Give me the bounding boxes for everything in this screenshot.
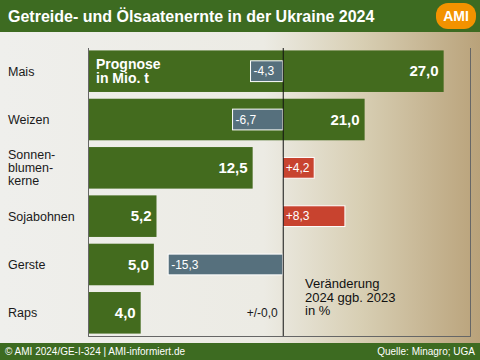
data-label: 21,0 bbox=[330, 111, 359, 128]
subtitle: Prognosein Mio. t bbox=[96, 56, 161, 87]
data-label: 27,0 bbox=[409, 62, 438, 79]
zero-line bbox=[283, 48, 284, 336]
y-axis: Mais Weizen Sonnen-blumen-kerne Sojabohnen G… bbox=[8, 49, 89, 337]
y-tick-label: Sonnen-blumen-kerne bbox=[8, 148, 55, 188]
logo-badge bbox=[436, 3, 476, 29]
x-tick bbox=[283, 48, 284, 336]
y-tick-label: Gerste bbox=[8, 258, 46, 272]
text-line: in Mio. t bbox=[96, 70, 149, 86]
bar bbox=[233, 109, 283, 130]
logo-text: AMI bbox=[443, 8, 469, 24]
data-label: 5,2 bbox=[131, 207, 152, 224]
data-label: -4,3 bbox=[254, 64, 275, 78]
footer-band bbox=[0, 343, 480, 360]
data-label: 12,5 bbox=[218, 159, 247, 176]
y-tick-label: Mais bbox=[8, 65, 34, 79]
y-tick: Weizen bbox=[8, 113, 88, 127]
bar bbox=[88, 244, 154, 286]
chart-root: Getreide- und Ölsaatenernte in der Ukrai… bbox=[0, 0, 480, 360]
text-line: Raps bbox=[8, 306, 37, 320]
bar bbox=[283, 157, 314, 178]
bar bbox=[251, 61, 283, 82]
y-tick: Gerste bbox=[8, 258, 88, 272]
text-line: Gerste bbox=[8, 258, 46, 272]
text-line: Mais bbox=[8, 65, 34, 79]
bars-forecast bbox=[88, 50, 444, 333]
data-label: 4,0 bbox=[115, 304, 136, 321]
data-label: +/-0,0 bbox=[247, 306, 278, 320]
chart-title: Getreide- und Ölsaatenernte in der Ukrai… bbox=[8, 7, 374, 25]
x-axis-change bbox=[89, 48, 471, 337]
bars-change bbox=[168, 61, 345, 275]
text-line: Sonnen- bbox=[8, 148, 55, 162]
text-line: Prognose bbox=[96, 56, 161, 72]
bar bbox=[88, 195, 156, 237]
bar bbox=[88, 292, 141, 334]
data-label: +4,2 bbox=[286, 161, 310, 175]
text-line: Sojabohnen bbox=[8, 210, 75, 224]
x-axis-line bbox=[89, 48, 471, 337]
text-line: blumen- bbox=[8, 161, 53, 175]
y-tick-label: Weizen bbox=[8, 113, 50, 127]
bar bbox=[88, 99, 365, 141]
text-line: kerne bbox=[8, 174, 39, 188]
text-line: in % bbox=[305, 303, 331, 318]
text-line: Weizen bbox=[8, 113, 50, 127]
data-label: +8,3 bbox=[286, 209, 310, 223]
source: Quelle: Minagro; UGA bbox=[377, 346, 475, 357]
bar bbox=[88, 147, 253, 189]
y-tick-label: Sojabohnen bbox=[8, 210, 75, 224]
bar bbox=[88, 50, 444, 92]
data-label: -15,3 bbox=[171, 258, 199, 272]
bar bbox=[168, 254, 283, 275]
y-tick-label: Raps bbox=[8, 306, 37, 320]
data-label: -6,7 bbox=[236, 113, 257, 127]
change-title: Veränderung2024 ggb. 2023in % bbox=[305, 276, 395, 318]
y-tick: Sonnen-blumen-kerne bbox=[8, 148, 88, 188]
y-tick: Raps bbox=[8, 306, 88, 320]
header-band bbox=[0, 0, 480, 32]
data-label: 5,0 bbox=[128, 256, 149, 273]
copyright: © AMI 2024/GE-I-324 | AMI-informiert.de bbox=[5, 346, 185, 357]
bar bbox=[283, 206, 345, 227]
y-tick: Sojabohnen bbox=[8, 210, 88, 224]
y-tick: Mais bbox=[8, 65, 88, 79]
background bbox=[0, 0, 480, 360]
